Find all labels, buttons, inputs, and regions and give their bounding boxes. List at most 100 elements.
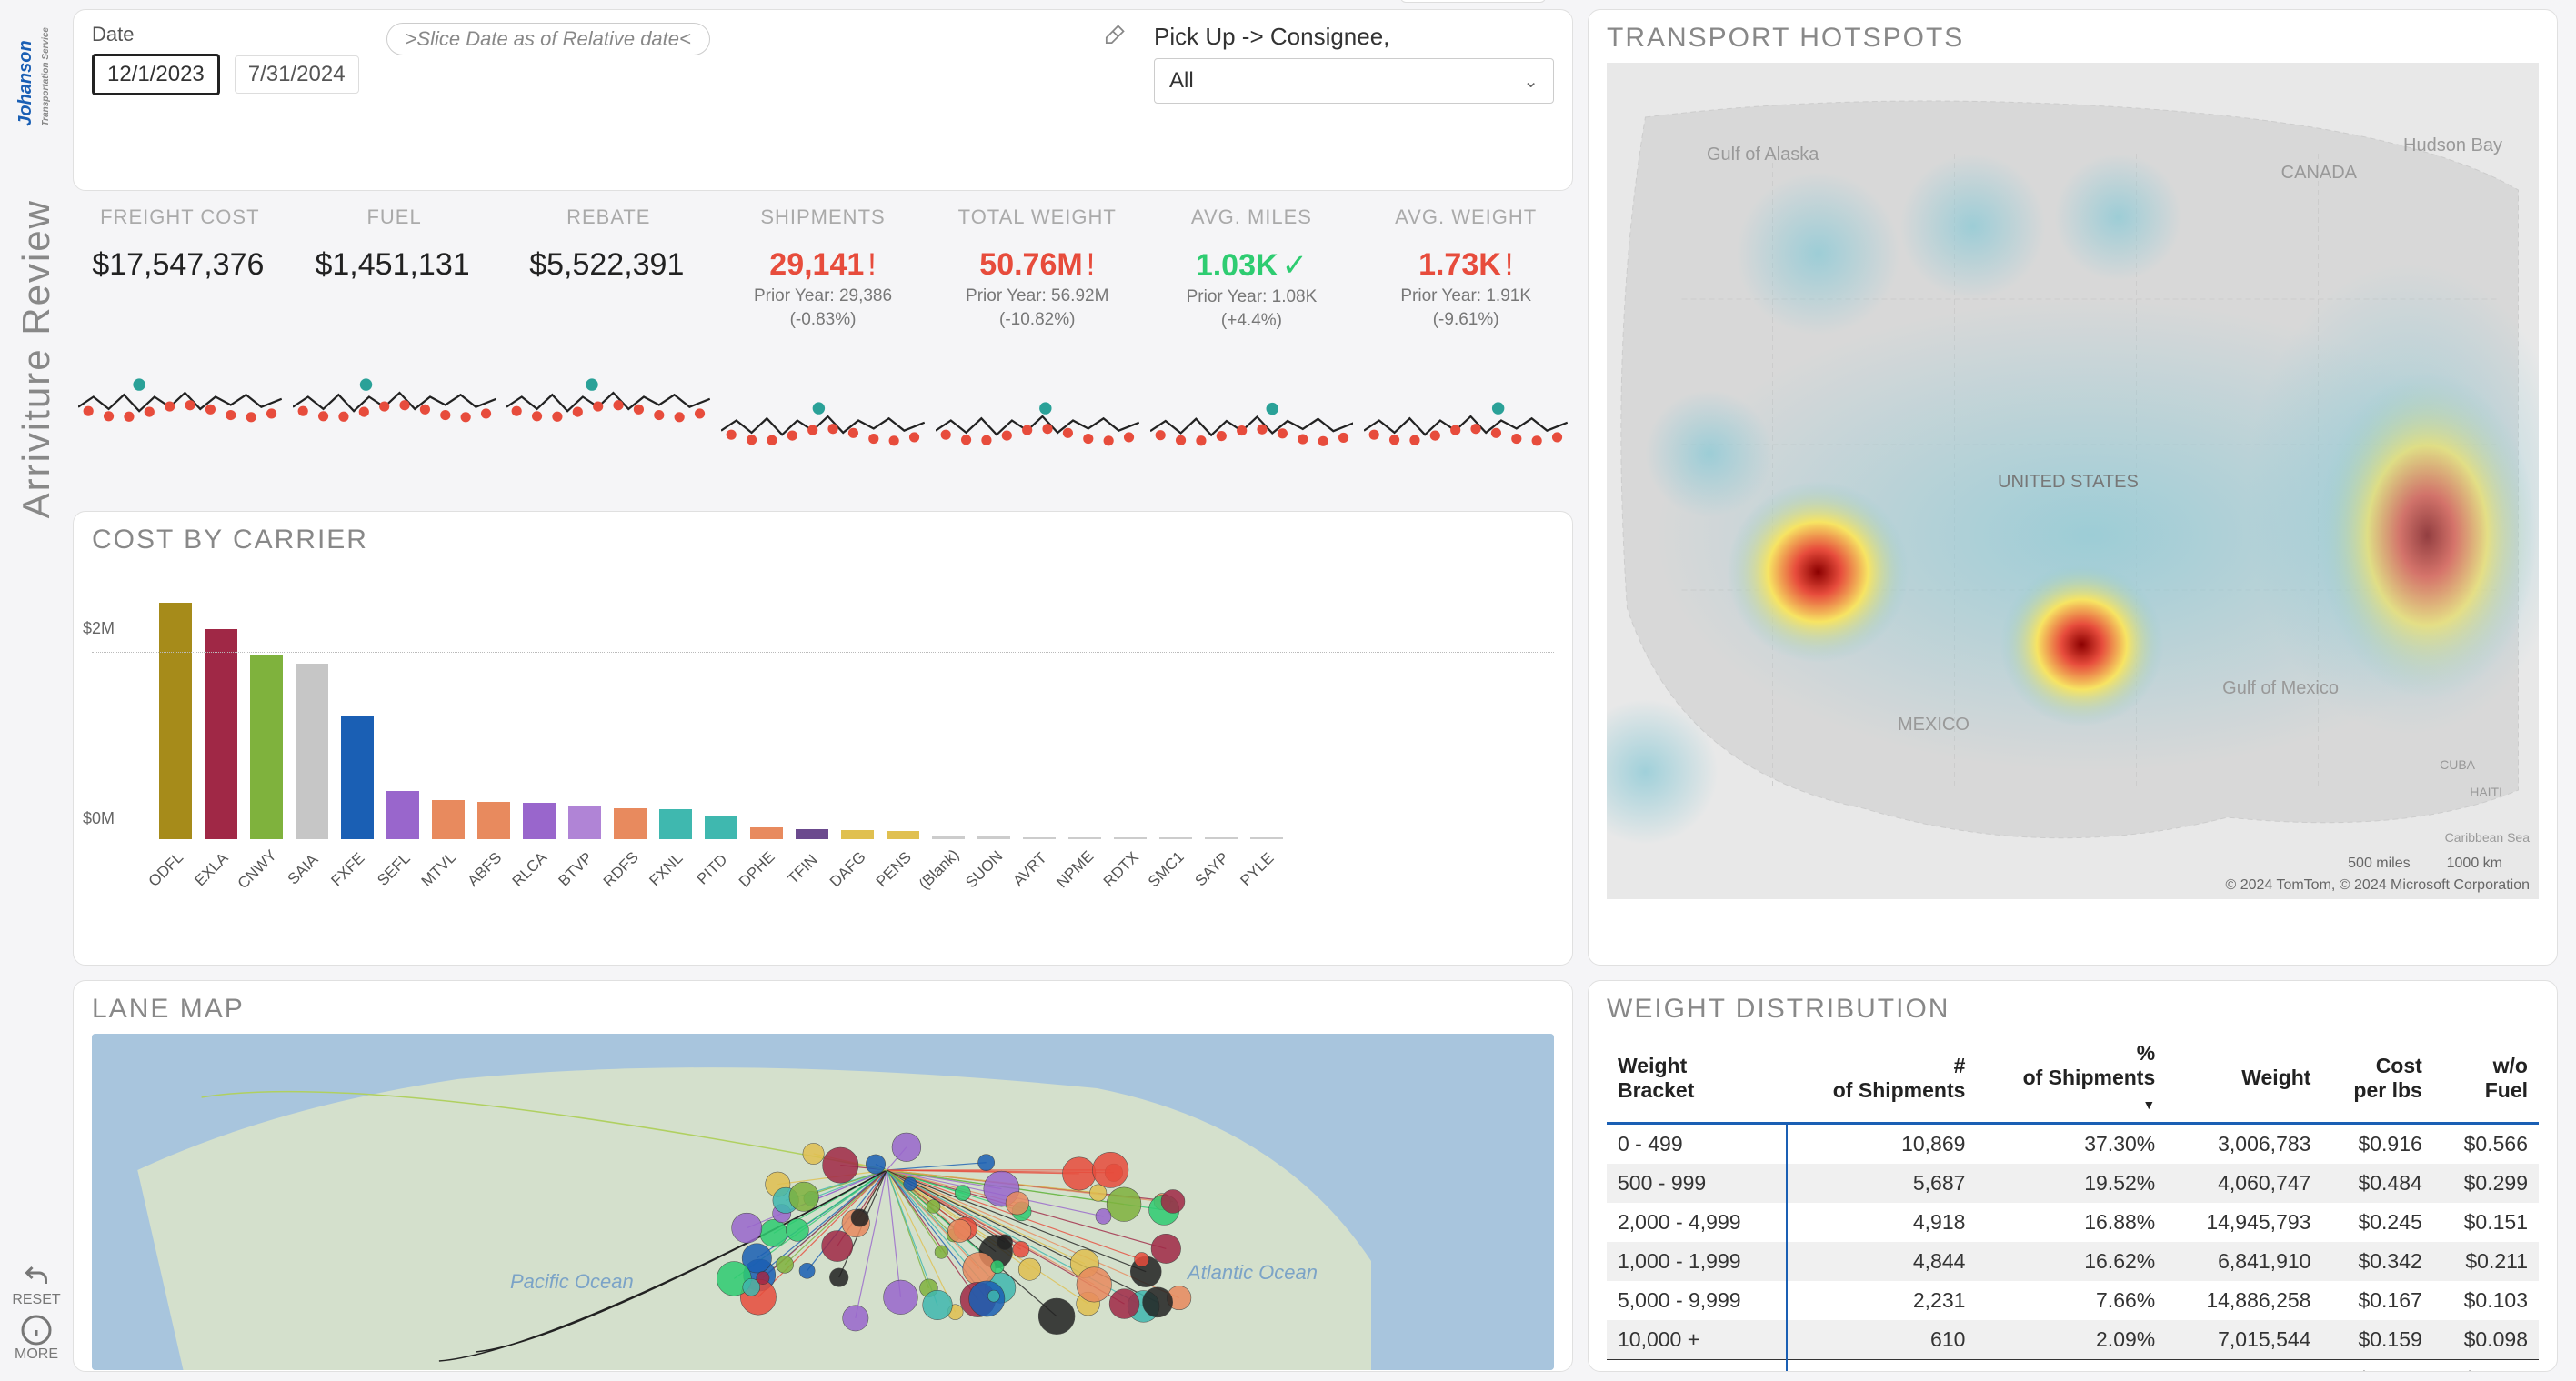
col-header[interactable]: %of Shipments▼ [1976,1034,2166,1124]
kpi-shipments[interactable]: SHIPMENTS 29,141! Prior Year: 29,386 (-0… [716,205,930,496]
pickup-dropdown[interactable]: All ⌄ [1154,58,1554,104]
bar [250,655,283,840]
carrier-bar-fxfe[interactable]: FXFE [341,716,374,865]
carrier-bar-exla[interactable]: EXLA [205,629,237,865]
slice-pill[interactable]: >Slice Date as of Relative date< [386,23,710,55]
bar-label: EXLA [192,849,233,890]
kpi-avg-weight[interactable]: AVG. WEIGHT 1.73K! Prior Year: 1.91K (-9… [1358,205,1573,496]
col-header[interactable]: Costper lbs [2321,1034,2432,1124]
weight-dist-title: WEIGHT DISTRIBUTION [1607,994,2539,1025]
carrier-bar-smc1[interactable]: SMC1 [1159,837,1192,865]
kpi-prior: Prior Year: 29,386 [754,286,892,306]
date-from-input[interactable]: 12/1/2023 [92,54,220,95]
bar-label: BTVP [555,849,596,891]
canada-label: CANADA [2281,163,2357,184]
carrier-title: COST BY CARRIER [92,525,1554,555]
clear-filter-button[interactable] [1101,23,1127,55]
col-header[interactable]: WeightBracket [1607,1034,1787,1124]
lane-map-visual[interactable]: Pacific Ocean Atlantic Ocean [92,1034,1554,1370]
bar [796,829,828,839]
hotspot-map-visual[interactable]: Gulf of Alaska CANADA Hudson Bay UNITED … [1607,63,2539,899]
visual-toolbar: ⚐ ☰ ⛶ ⋯ [1400,0,1546,3]
table-total-row: Total29,141100.00%50,757,035$0.282$0.174 [1607,1360,2539,1373]
bar-label: SAYP [1191,849,1232,890]
table-cell: 4,918 [1787,1203,1977,1242]
table-row[interactable]: 10,000 +6102.09%7,015,544$0.159$0.098 [1607,1320,2539,1360]
table-row[interactable]: 5,000 - 9,9992,2317.66%14,886,258$0.167$… [1607,1281,2539,1320]
bar-label: (Blank) [916,846,963,893]
table-cell: 2,231 [1787,1281,1977,1320]
table-row[interactable]: 1,000 - 1,9994,84416.62%6,841,910$0.342$… [1607,1242,2539,1281]
kpi-freight-cost[interactable]: FREIGHT COST $17,547,376 [73,205,287,496]
carrier-bar-odfl[interactable]: ODFL [159,603,192,865]
carrier-bar-dphe[interactable]: DPHE [750,827,783,865]
table-cell: 14,886,258 [2166,1281,2321,1320]
bar-label: PITD [693,851,731,889]
bar [159,603,192,839]
carrier-bar-sayp[interactable]: SAYP [1205,837,1238,865]
carrier-bar-pitd[interactable]: PITD [705,816,737,865]
bar [205,629,237,839]
bar [1023,837,1056,839]
carrier-bar-chart[interactable]: $2M $0M ODFL EXLA CNWY SAIA FXFE SEFL MT… [92,565,1554,865]
table-cell: $0.174 [2433,1360,2539,1373]
carrier-bar-pyle[interactable]: PYLE [1250,837,1283,865]
bar [432,800,465,839]
kpi-prior: Prior Year: 56.92M [966,286,1108,306]
carrier-bar-mtvl[interactable]: MTVL [432,800,465,865]
bar-label: RLCA [509,848,551,890]
bar [977,836,1010,839]
carrier-bar-(blank)[interactable]: (Blank) [932,836,965,865]
kpi-label: FREIGHT COST [100,205,259,229]
carrier-bar-rdtx[interactable]: RDTX [1114,837,1147,865]
kpi-sparkline [721,345,925,496]
table-cell: 5,687 [1787,1164,1977,1203]
carrier-bar-rlca[interactable]: RLCA [523,803,556,866]
col-header[interactable]: #of Shipments [1787,1034,1977,1124]
carrier-bar-abfs[interactable]: ABFS [477,802,510,865]
weight-dist-table[interactable]: WeightBracket#of Shipments%of Shipments▼… [1607,1034,2539,1372]
date-to-input[interactable]: 7/31/2024 [235,55,359,94]
bar [477,802,510,839]
carrier-bar-tfin[interactable]: TFIN [796,829,828,865]
kpi-delta: (-0.83%) [790,310,857,330]
carrier-bar-cnwy[interactable]: CNWY [250,655,283,866]
carrier-bar-rdfs[interactable]: RDFS [614,808,647,865]
kpi-sparkline [78,297,282,496]
bar [1250,837,1283,839]
kpi-row: ⚐ ☰ ⛶ ⋯ FREIGHT COST $17,547,376 FUEL $1… [73,205,1573,496]
kpi-prior: Prior Year: 1.91K [1400,286,1531,306]
more-button[interactable]: MORE [15,1314,58,1363]
carrier-bar-btvp[interactable]: BTVP [568,806,601,865]
bar-label: SMC1 [1145,848,1188,892]
carrier-bar-fxnl[interactable]: FXNL [659,809,692,865]
table-cell: 50,757,035 [2166,1360,2321,1373]
table-row[interactable]: 0 - 49910,86937.30%3,006,783$0.916$0.566 [1607,1124,2539,1165]
carrier-bar-avrt[interactable]: AVRT [1023,837,1056,865]
bar-label: SUON [963,847,1007,892]
atlantic-label: Atlantic Ocean [1188,1261,1318,1285]
col-header[interactable]: w/oFuel [2433,1034,2539,1124]
kpi-rebate[interactable]: REBATE $5,522,391 [501,205,716,496]
kpi-avg-miles[interactable]: AVG. MILES 1.03K✓ Prior Year: 1.08K (+4.… [1145,205,1359,496]
carrier-bar-npme[interactable]: NPME [1068,837,1101,865]
kpi-label: AVG. WEIGHT [1395,205,1537,229]
table-row[interactable]: 500 - 9995,68719.52%4,060,747$0.484$0.29… [1607,1164,2539,1203]
table-cell: 3,006,783 [2166,1124,2321,1165]
table-row[interactable]: 2,000 - 4,9994,91816.88%14,945,793$0.245… [1607,1203,2539,1242]
bar-label: RDFS [600,848,643,891]
col-header[interactable]: Weight [2166,1034,2321,1124]
carrier-bar-sefl[interactable]: SEFL [386,791,419,865]
table-cell: 16.62% [1976,1242,2166,1281]
kpi-fuel[interactable]: FUEL $1,451,131 [287,205,502,496]
kpi-total-weight[interactable]: TOTAL WEIGHT 50.76M! Prior Year: 56.92M … [930,205,1145,496]
carrier-bar-pens[interactable]: PENS [887,831,919,865]
reset-button[interactable]: RESET [12,1259,60,1308]
carrier-bar-suon[interactable]: SUON [977,836,1010,865]
table-cell: $0.103 [2433,1281,2539,1320]
map-attribution: © 2024 TomTom, © 2024 Microsoft Corporat… [2225,877,2530,894]
bar-label: AVRT [1010,849,1051,890]
carrier-y2m: $2M [83,619,115,638]
carrier-bar-dafg[interactable]: DAFG [841,830,874,865]
carrier-bar-saia[interactable]: SAIA [296,664,328,865]
